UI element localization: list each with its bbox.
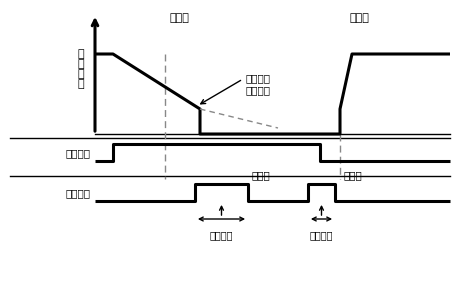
Text: 直流制动
开始频率: 直流制动 开始频率 <box>245 73 270 95</box>
Text: 制动时: 制动时 <box>170 13 190 23</box>
Text: 运转指令: 运转指令 <box>65 148 90 158</box>
Text: 制动量: 制动量 <box>343 170 362 180</box>
Text: 制动时间: 制动时间 <box>310 230 333 240</box>
Text: 制动指令: 制动指令 <box>65 188 90 198</box>
Text: 制动时间: 制动时间 <box>210 230 233 240</box>
Text: 制动量: 制动量 <box>251 170 270 180</box>
Text: 输
出
频
率: 输 出 频 率 <box>78 49 84 89</box>
Text: 起动时: 起动时 <box>350 13 370 23</box>
